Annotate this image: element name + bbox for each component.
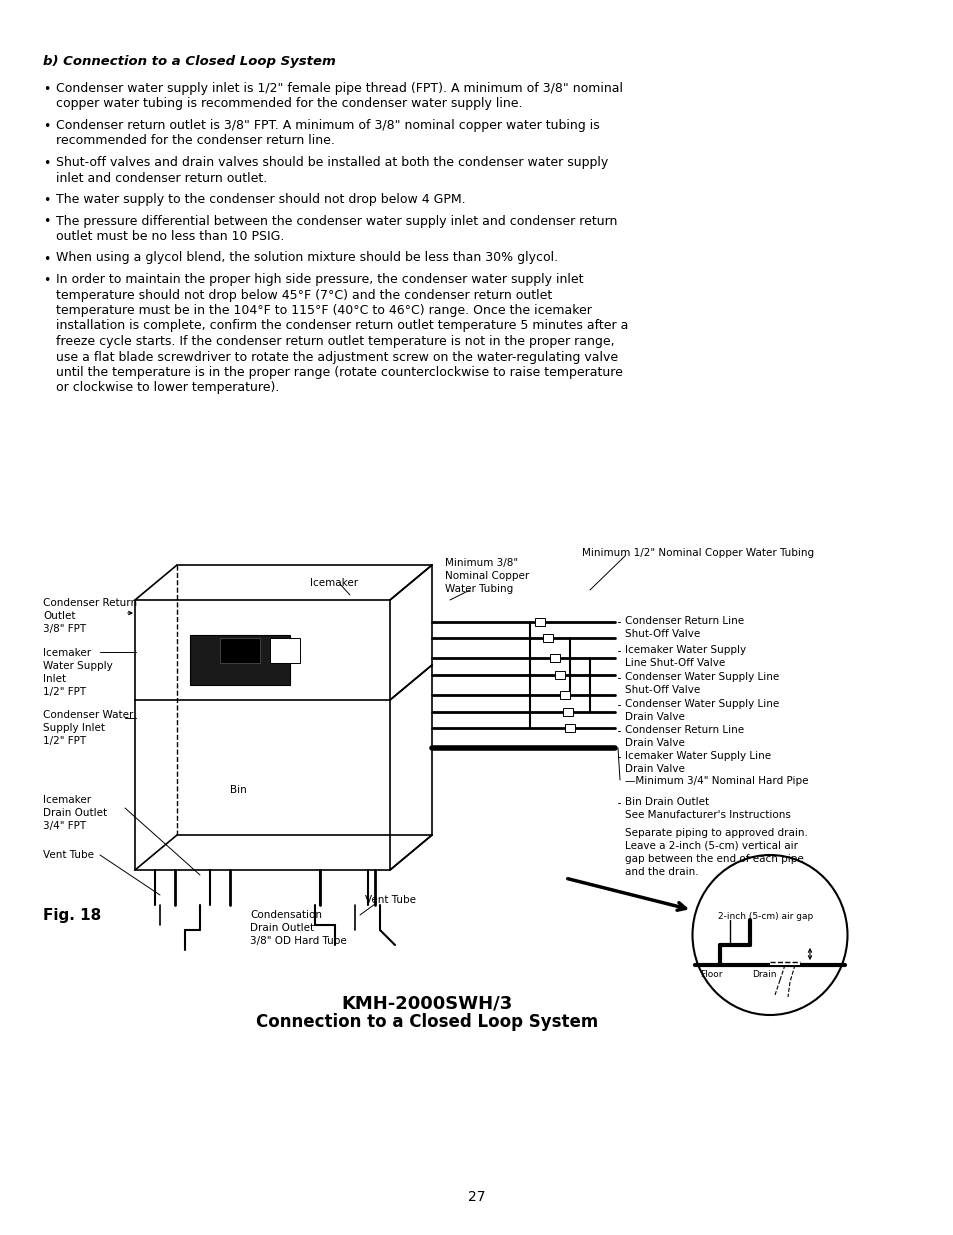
- Text: Condenser Return: Condenser Return: [43, 598, 137, 608]
- Text: KMH-2000SWH/3: KMH-2000SWH/3: [341, 995, 512, 1013]
- Text: •: •: [43, 274, 51, 287]
- Text: and the drain.: and the drain.: [624, 867, 698, 877]
- Text: •: •: [43, 215, 51, 228]
- Text: 3/8" OD Hard Tube: 3/8" OD Hard Tube: [250, 936, 346, 946]
- Text: Drain Outlet: Drain Outlet: [250, 923, 314, 932]
- Text: Shut-Off Valve: Shut-Off Valve: [624, 685, 700, 695]
- Text: •: •: [43, 157, 51, 170]
- Text: Inlet: Inlet: [43, 674, 66, 684]
- Text: inlet and condenser return outlet.: inlet and condenser return outlet.: [56, 172, 267, 184]
- Bar: [535, 618, 544, 626]
- Text: The water supply to the condenser should not drop below 4 GPM.: The water supply to the condenser should…: [56, 193, 465, 206]
- Text: temperature should not drop below 45°F (7°C) and the condenser return outlet: temperature should not drop below 45°F (…: [56, 289, 552, 301]
- Text: 2-inch (5-cm) air gap: 2-inch (5-cm) air gap: [718, 911, 812, 921]
- Text: •: •: [43, 83, 51, 96]
- Text: Shut-off valves and drain valves should be installed at both the condenser water: Shut-off valves and drain valves should …: [56, 156, 608, 169]
- Text: Minimum 3/8": Minimum 3/8": [444, 558, 517, 568]
- Text: When using a glycol blend, the solution mixture should be less than 30% glycol.: When using a glycol blend, the solution …: [56, 252, 558, 264]
- Text: Leave a 2-inch (5-cm) vertical air: Leave a 2-inch (5-cm) vertical air: [624, 841, 797, 851]
- Text: —Minimum 3/4" Nominal Hard Pipe: —Minimum 3/4" Nominal Hard Pipe: [624, 776, 807, 785]
- Bar: [555, 671, 564, 679]
- Bar: [564, 724, 575, 732]
- Text: Condenser Return Line: Condenser Return Line: [624, 725, 743, 735]
- Text: 3/8" FPT: 3/8" FPT: [43, 624, 86, 634]
- Text: installation is complete, confirm the condenser return outlet temperature 5 minu: installation is complete, confirm the co…: [56, 320, 628, 332]
- Text: See Manufacturer's Instructions: See Manufacturer's Instructions: [624, 810, 790, 820]
- Text: Drain Valve: Drain Valve: [624, 713, 684, 722]
- Text: •: •: [43, 120, 51, 133]
- Bar: [190, 635, 290, 685]
- Text: Condensation: Condensation: [250, 910, 322, 920]
- Text: Drain Outlet: Drain Outlet: [43, 808, 107, 818]
- Text: Condenser return outlet is 3/8" FPT. A minimum of 3/8" nominal copper water tubi: Condenser return outlet is 3/8" FPT. A m…: [56, 119, 599, 132]
- Bar: [270, 638, 299, 663]
- Text: or clockwise to lower temperature).: or clockwise to lower temperature).: [56, 382, 279, 394]
- Text: Bin: Bin: [230, 785, 247, 795]
- Text: Bin Drain Outlet: Bin Drain Outlet: [624, 797, 708, 806]
- Text: Icemaker Water Supply Line: Icemaker Water Supply Line: [624, 751, 770, 761]
- Text: Connection to a Closed Loop System: Connection to a Closed Loop System: [255, 1013, 598, 1031]
- Text: b) Connection to a Closed Loop System: b) Connection to a Closed Loop System: [43, 56, 335, 68]
- Text: copper water tubing is recommended for the condenser water supply line.: copper water tubing is recommended for t…: [56, 98, 522, 110]
- Text: Drain Valve: Drain Valve: [624, 739, 684, 748]
- Text: Condenser Water: Condenser Water: [43, 710, 133, 720]
- Text: Floor: Floor: [700, 969, 721, 979]
- Text: Shut-Off Valve: Shut-Off Valve: [624, 629, 700, 638]
- Text: •: •: [43, 252, 51, 266]
- Bar: [542, 634, 553, 642]
- Text: Minimum 1/2" Nominal Copper Water Tubing: Minimum 1/2" Nominal Copper Water Tubing: [581, 548, 813, 558]
- Bar: [559, 692, 569, 699]
- Text: 1/2" FPT: 1/2" FPT: [43, 687, 86, 697]
- Text: Vent Tube: Vent Tube: [365, 895, 416, 905]
- Text: Drain Valve: Drain Valve: [624, 764, 684, 774]
- Bar: [562, 708, 573, 716]
- Text: Condenser Return Line: Condenser Return Line: [624, 616, 743, 626]
- Text: Drain: Drain: [751, 969, 776, 979]
- Text: Line Shut-Off Valve: Line Shut-Off Valve: [624, 658, 724, 668]
- Text: 1/2" FPT: 1/2" FPT: [43, 736, 86, 746]
- Text: outlet must be no less than 10 PSIG.: outlet must be no less than 10 PSIG.: [56, 230, 284, 243]
- Text: 27: 27: [468, 1191, 485, 1204]
- Text: Separate piping to approved drain.: Separate piping to approved drain.: [624, 827, 807, 839]
- Text: temperature must be in the 104°F to 115°F (40°C to 46°C) range. Once the icemake: temperature must be in the 104°F to 115°…: [56, 304, 591, 317]
- Text: Fig. 18: Fig. 18: [43, 908, 101, 923]
- Text: The pressure differential between the condenser water supply inlet and condenser: The pressure differential between the co…: [56, 215, 617, 227]
- Text: Icemaker: Icemaker: [43, 795, 91, 805]
- Text: Supply Inlet: Supply Inlet: [43, 722, 105, 734]
- Text: In order to maintain the proper high side pressure, the condenser water supply i: In order to maintain the proper high sid…: [56, 273, 583, 287]
- Text: Outlet: Outlet: [43, 611, 75, 621]
- Text: Condenser water supply inlet is 1/2" female pipe thread (FPT). A minimum of 3/8": Condenser water supply inlet is 1/2" fem…: [56, 82, 622, 95]
- Text: •: •: [43, 194, 51, 207]
- Text: Water Supply: Water Supply: [43, 661, 112, 671]
- Bar: [769, 958, 800, 965]
- Text: 3/4" FPT: 3/4" FPT: [43, 821, 86, 831]
- Text: Condenser Water Supply Line: Condenser Water Supply Line: [624, 672, 779, 682]
- Bar: [220, 638, 260, 663]
- Text: use a flat blade screwdriver to rotate the adjustment screw on the water-regulat: use a flat blade screwdriver to rotate t…: [56, 351, 618, 363]
- Text: Icemaker: Icemaker: [43, 648, 91, 658]
- Text: until the temperature is in the proper range (rotate counterclockwise to raise t: until the temperature is in the proper r…: [56, 366, 622, 379]
- Text: Water Tubing: Water Tubing: [444, 584, 513, 594]
- Text: Condenser Water Supply Line: Condenser Water Supply Line: [624, 699, 779, 709]
- Bar: [550, 655, 559, 662]
- Text: Vent Tube: Vent Tube: [43, 850, 94, 860]
- Text: gap between the end of each pipe: gap between the end of each pipe: [624, 853, 803, 864]
- Text: recommended for the condenser return line.: recommended for the condenser return lin…: [56, 135, 335, 147]
- Text: Icemaker Water Supply: Icemaker Water Supply: [624, 645, 745, 655]
- Text: Icemaker: Icemaker: [310, 578, 357, 588]
- Text: freeze cycle starts. If the condenser return outlet temperature is not in the pr: freeze cycle starts. If the condenser re…: [56, 335, 614, 348]
- Text: Nominal Copper: Nominal Copper: [444, 571, 529, 580]
